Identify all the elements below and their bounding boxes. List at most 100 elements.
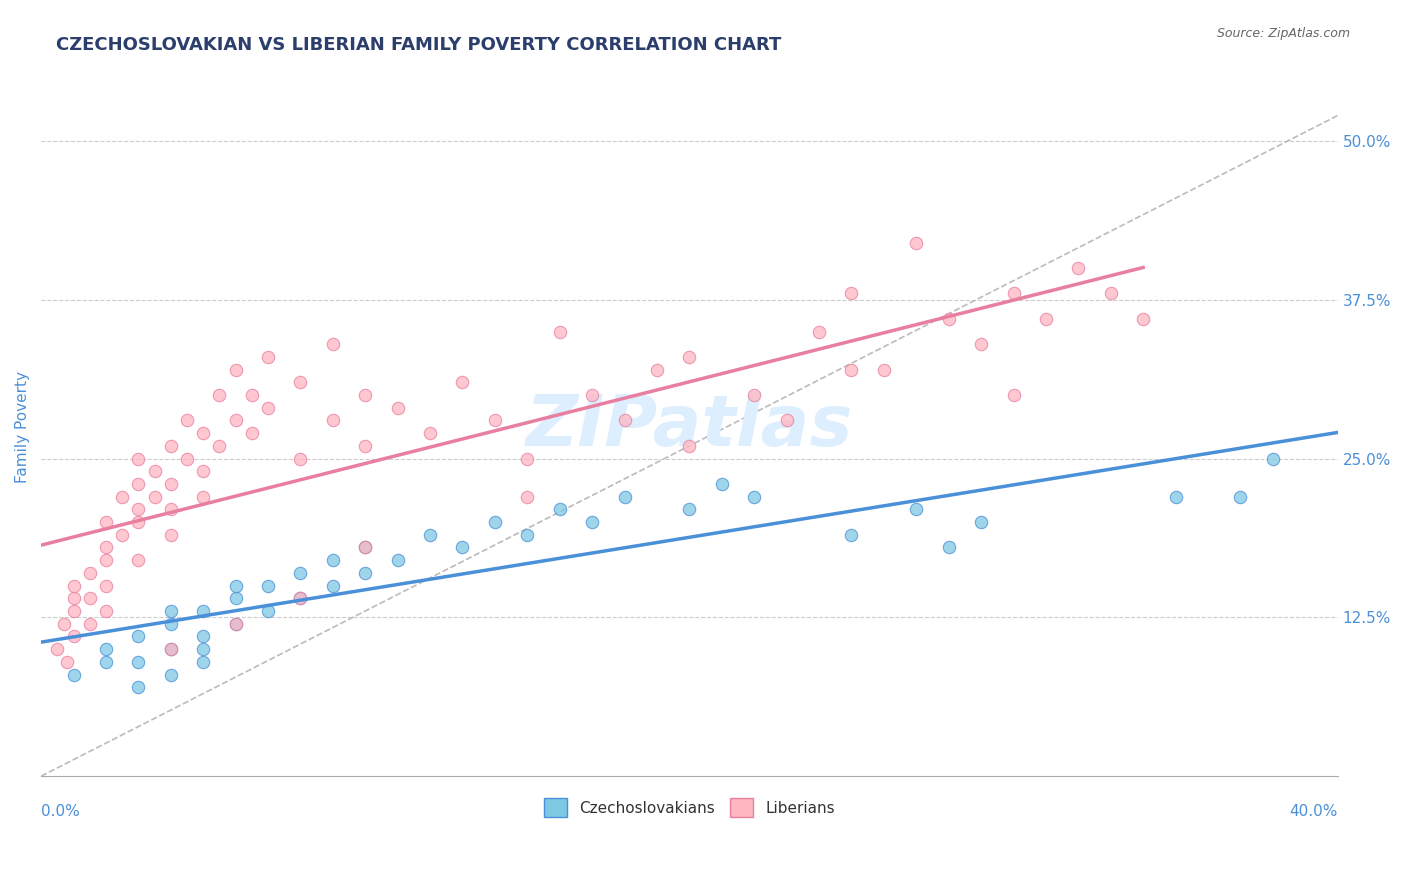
Point [484, 515, 506, 529]
Point [159, 667, 181, 681]
Point [548, 325, 571, 339]
Point [225, 362, 247, 376]
Point [516, 490, 538, 504]
Point [240, 426, 263, 441]
Point [79, 591, 101, 606]
Point [159, 642, 181, 657]
Point [127, 553, 149, 567]
Point [290, 376, 312, 390]
Point [257, 401, 280, 415]
Point [387, 401, 409, 415]
Point [290, 591, 312, 606]
Point [1132, 311, 1154, 326]
Point [94, 515, 117, 529]
Point [290, 451, 312, 466]
Point [225, 591, 247, 606]
Point [127, 477, 149, 491]
Point [938, 541, 960, 555]
Point [193, 642, 215, 657]
Point [841, 286, 863, 301]
Point [176, 451, 198, 466]
Point [841, 528, 863, 542]
Point [581, 515, 603, 529]
Point [1261, 451, 1284, 466]
Point [193, 426, 215, 441]
Point [193, 629, 215, 643]
Point [225, 616, 247, 631]
Legend: Czechoslovakians, Liberians: Czechoslovakians, Liberians [536, 790, 842, 824]
Point [548, 502, 571, 516]
Point [127, 629, 149, 643]
Point [354, 388, 377, 402]
Point [62, 629, 84, 643]
Point [613, 490, 636, 504]
Text: CZECHOSLOVAKIAN VS LIBERIAN FAMILY POVERTY CORRELATION CHART: CZECHOSLOVAKIAN VS LIBERIAN FAMILY POVER… [56, 36, 782, 54]
Point [581, 388, 603, 402]
Point [159, 502, 181, 516]
Point [742, 490, 765, 504]
Point [290, 566, 312, 580]
Point [143, 490, 166, 504]
Point [193, 604, 215, 618]
Point [516, 528, 538, 542]
Text: ZIPatlas: ZIPatlas [526, 392, 853, 461]
Point [62, 604, 84, 618]
Point [62, 579, 84, 593]
Point [225, 413, 247, 427]
Text: 0.0%: 0.0% [41, 804, 80, 819]
Point [322, 337, 344, 351]
Point [208, 439, 231, 453]
Point [484, 413, 506, 427]
Point [159, 642, 181, 657]
Point [419, 426, 441, 441]
Point [1164, 490, 1187, 504]
Point [240, 388, 263, 402]
Text: Source: ZipAtlas.com: Source: ZipAtlas.com [1216, 27, 1350, 40]
Point [257, 350, 280, 364]
Point [225, 616, 247, 631]
Point [808, 325, 831, 339]
Point [322, 579, 344, 593]
Point [905, 235, 928, 250]
Point [94, 541, 117, 555]
Point [127, 655, 149, 669]
Point [322, 553, 344, 567]
Point [970, 337, 993, 351]
Point [678, 350, 700, 364]
Point [127, 451, 149, 466]
Point [1229, 490, 1251, 504]
Point [419, 528, 441, 542]
Point [516, 451, 538, 466]
Point [710, 477, 733, 491]
Point [1067, 260, 1090, 275]
Point [62, 591, 84, 606]
Y-axis label: Family Poverty: Family Poverty [15, 371, 30, 483]
Point [1035, 311, 1057, 326]
Point [678, 502, 700, 516]
Point [290, 591, 312, 606]
Point [970, 515, 993, 529]
Point [79, 566, 101, 580]
Point [94, 642, 117, 657]
Point [193, 490, 215, 504]
Point [159, 604, 181, 618]
Point [873, 362, 896, 376]
Point [742, 388, 765, 402]
Point [143, 464, 166, 478]
Point [451, 376, 474, 390]
Point [1002, 286, 1025, 301]
Point [52, 616, 75, 631]
Point [79, 616, 101, 631]
Point [111, 490, 134, 504]
Point [94, 655, 117, 669]
Point [905, 502, 928, 516]
Point [193, 655, 215, 669]
Point [111, 528, 134, 542]
Point [354, 541, 377, 555]
Point [94, 579, 117, 593]
Point [127, 502, 149, 516]
Point [127, 515, 149, 529]
Point [1002, 388, 1025, 402]
Point [645, 362, 668, 376]
Point [354, 566, 377, 580]
